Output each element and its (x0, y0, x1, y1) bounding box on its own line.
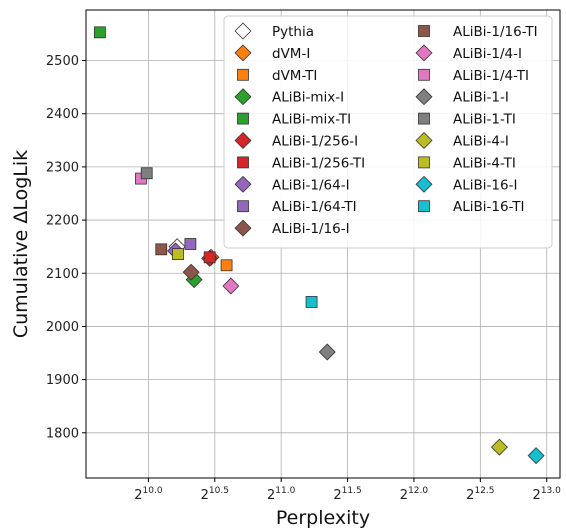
data-points (94, 26, 545, 465)
legend-marker (234, 22, 252, 40)
legend-label: ALiBi-1/16-TI (453, 24, 538, 40)
x-tick-label: 210.0 (134, 486, 163, 503)
data-point-alibi-1-256-ti (203, 251, 216, 264)
x-tick-label: 212.5 (466, 486, 494, 503)
legend-label: ALiBi-1/64-TI (272, 199, 357, 215)
legend-marker (415, 44, 433, 62)
data-point-dvm-ti (220, 259, 233, 272)
y-tick-label: 2400 (46, 107, 79, 122)
legend-marker (237, 200, 249, 213)
legend-label: dVM-I (272, 46, 310, 62)
legend-marker (234, 44, 252, 62)
legend-marker (415, 132, 433, 149)
legend-marker (418, 112, 430, 125)
legend-marker (418, 200, 430, 213)
axis-ticks: 1800 1900 2000 2100 2200 2300 2400 2500 210.0 210… (46, 54, 561, 503)
y-tick-label: 2200 (46, 214, 79, 229)
legend-label: ALiBi-mix-TI (272, 112, 351, 128)
legend-label: ALiBi-16-I (453, 177, 517, 193)
y-tick-label: 1800 (46, 426, 79, 441)
legend-marker (234, 175, 252, 193)
legend-label: ALiBi-1/256-TI (272, 155, 365, 171)
data-point-alibi-1-16-i (182, 263, 200, 281)
x-tick-label: 211.0 (267, 486, 296, 503)
legend-label: ALiBi-1-TI (453, 112, 516, 128)
legend-label: Pythia (272, 24, 314, 40)
y-tick-label: 2100 (46, 267, 79, 282)
y-tick-label: 2300 (46, 160, 79, 175)
x-axis-label: Perplexity (276, 507, 370, 529)
legend-marker (418, 156, 430, 169)
legend-marker (418, 25, 430, 37)
data-point-alibi-1-i (318, 343, 336, 361)
legend-label: ALiBi-4-TI (453, 155, 516, 171)
data-point-alibi-1-4-i (222, 277, 240, 295)
y-tick-label: 2000 (46, 320, 79, 335)
data-point-alibi-1-ti (140, 167, 153, 180)
legend: Pythia dVM-I dVM-TI ALiBi-mix-I ALiBi-mix-TI… (223, 15, 553, 249)
y-tick-label: 1900 (46, 373, 79, 388)
data-point-alibi-16-ti (305, 296, 318, 308)
legend-marker (418, 68, 430, 81)
legend-marker (415, 175, 433, 193)
legend-label: ALiBi-1/16-I (272, 221, 350, 237)
x-tick-label: 213.0 (533, 486, 562, 503)
y-axis-label: Cumulative ΔLogLik (10, 150, 32, 338)
data-point-alibi-mix-ti (94, 26, 106, 39)
legend-label: ALiBi-mix-I (272, 90, 344, 106)
y-tick-label: 2500 (46, 54, 79, 69)
legend-box (223, 15, 553, 249)
legend-label: dVM-TI (272, 68, 317, 84)
legend-label: ALiBi-1-I (453, 90, 509, 106)
legend-label: ALiBi-4-I (453, 134, 509, 150)
data-point-alibi-4-ti (172, 248, 184, 261)
legend-marker (234, 132, 252, 149)
legend-marker (237, 112, 249, 125)
legend-label: ALiBi-1/64-I (272, 177, 350, 193)
legend-label: ALiBi-1/256-I (272, 134, 358, 150)
legend-marker (234, 88, 252, 106)
legend-label: ALiBi-1/4-TI (453, 68, 529, 84)
data-point-alibi-4-i (490, 438, 508, 456)
x-tick-label: 210.5 (201, 486, 229, 503)
x-tick-label: 212.0 (400, 486, 429, 503)
legend-marker (237, 156, 249, 169)
data-point-alibi-1-16-ti (155, 243, 168, 256)
legend-marker (415, 88, 433, 106)
data-point-alibi-1-64-ti (184, 238, 197, 250)
x-tick-label: 211.5 (333, 486, 361, 503)
legend-label: ALiBi-1/4-I (453, 46, 522, 62)
legend-label: ALiBi-16-TI (453, 199, 524, 215)
legend-marker (237, 68, 249, 81)
data-point-alibi-16-i (527, 447, 545, 465)
legend-marker (234, 219, 252, 237)
plot-frame (85, 9, 561, 479)
